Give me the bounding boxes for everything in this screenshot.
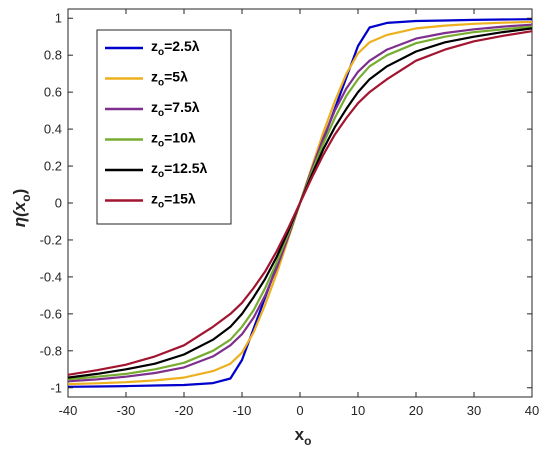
y-tick-label: -0.4: [40, 269, 62, 284]
legend-label-2: zo=5λ: [151, 69, 188, 89]
legend-label-prefix: z: [151, 130, 158, 146]
legend-box: [96, 29, 232, 225]
legend-label-suffix: =5λ: [164, 69, 188, 85]
x-tick-label: 0: [296, 403, 303, 418]
x-tick-label: -10: [233, 403, 252, 418]
y-tick-label: -1: [50, 380, 62, 395]
x-tick-label: 20: [409, 403, 423, 418]
legend-label-suffix: =15λ: [164, 191, 196, 207]
y-axis-title-suffix: ): [10, 189, 29, 195]
x-tick-label: -40: [59, 403, 78, 418]
series-line-6: [67, 30, 533, 376]
legend-label-5: zo=12.5λ: [151, 160, 208, 180]
x-tick-label: -30: [117, 403, 136, 418]
legend-label-suffix: =12.5λ: [164, 160, 207, 176]
x-tick-label: -20: [175, 403, 194, 418]
y-tick-label: 1: [55, 11, 62, 26]
y-tick-label: -0.2: [40, 232, 62, 247]
y-tick-label: -0.6: [40, 306, 62, 321]
y-tick-label: 0: [55, 196, 62, 211]
legend-label-3: zo=7.5λ: [151, 99, 200, 119]
legend-label-1: zo=2.5λ: [151, 38, 200, 58]
x-tick-label: 30: [467, 403, 481, 418]
legend-label-subscript: o: [158, 169, 164, 180]
x-tick-label: 40: [525, 403, 539, 418]
legend-label-prefix: z: [151, 191, 158, 207]
legend-label-prefix: z: [151, 99, 158, 115]
legend-label-subscript: o: [158, 47, 164, 58]
x-tick-label: 10: [351, 403, 365, 418]
y-tick-label: 0.4: [44, 122, 62, 137]
legend-label-subscript: o: [158, 200, 164, 211]
x-axis-title: xo: [295, 425, 312, 448]
legend-label-6: zo=15λ: [151, 191, 196, 211]
y-axis-title-subscript: o: [19, 194, 33, 201]
legend-label-subscript: o: [158, 78, 164, 89]
legend-label-suffix: =10λ: [164, 130, 196, 146]
legend-label-4: zo=10λ: [151, 130, 196, 150]
legend-label-prefix: z: [151, 160, 158, 176]
y-tick-label: -0.8: [40, 343, 62, 358]
y-tick-label: 0.6: [44, 85, 62, 100]
axes-layer: -40 -30 -20 -10 0 10 20 30 40-1-0.8-0.6-0.4-0.20…: [40, 9, 539, 418]
legend-label-prefix: z: [151, 38, 158, 54]
y-tick-label: 0.2: [44, 159, 62, 174]
y-axis-title: η(xo): [10, 189, 33, 228]
legend-label-subscript: o: [158, 139, 164, 150]
x-axis-title-main: x: [295, 425, 305, 444]
y-tick-label: 0.8: [44, 48, 62, 63]
series-layer: [67, 18, 533, 388]
legend-label-suffix: =7.5λ: [164, 99, 200, 115]
legend-label-subscript: o: [158, 108, 164, 119]
y-axis-title-prefix: η(x: [10, 200, 29, 227]
legend-label-prefix: z: [151, 69, 158, 85]
legend-label-suffix: =2.5λ: [164, 38, 200, 54]
x-axis-title-subscript: o: [304, 434, 311, 448]
